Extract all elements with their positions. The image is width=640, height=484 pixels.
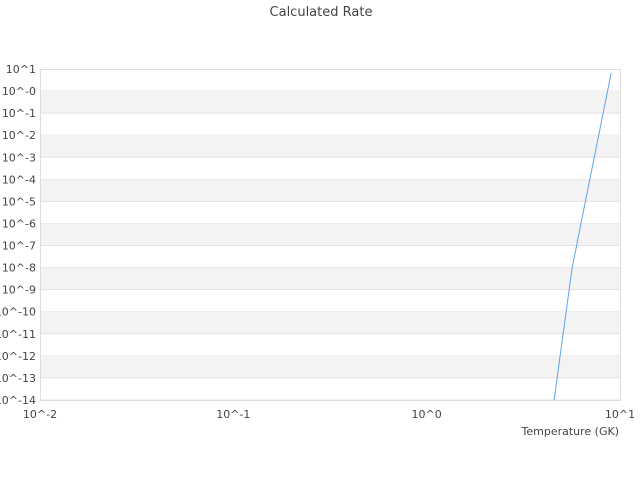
grid-band [40,355,620,378]
y-tick-label: 10^-4 [2,173,36,186]
x-tick-label: 10^-2 [23,408,57,421]
y-tick-label: 10^-13 [0,372,36,385]
y-tick-label: 10^-9 [2,284,36,297]
y-tick-label: 10^-2 [2,129,36,142]
grid-band [40,91,620,114]
grid-band [40,223,620,246]
y-tick-label: 10^-14 [0,394,36,407]
y-tick-label: 10^-3 [2,151,36,164]
series-line [553,72,612,401]
x-axis-label: Temperature (GK) [521,425,620,438]
y-tick-label: 10^-12 [0,350,36,363]
y-tick-label: 10^-6 [2,217,36,230]
y-tick-label: 10^-1 [2,107,36,120]
y-tick-label: 10^-11 [0,328,36,341]
x-tick-label: 10^-1 [216,408,250,421]
y-tick-label: 10^-0 [2,85,36,98]
grid-band [40,179,620,202]
y-tick-label: 10^-5 [2,195,36,208]
y-tick-label: 10^1 [6,63,36,76]
plot-frame [40,69,621,401]
y-tick-label: 10^-10 [0,306,36,319]
grid-band [40,311,620,334]
grid-band [40,135,620,158]
chart-title: Calculated Rate [270,5,373,20]
y-tick-label: 10^-8 [2,262,36,275]
grid-band [40,267,620,290]
x-tick-label: 10^0 [412,408,442,421]
y-tick-label: 10^-7 [2,240,36,253]
x-tick-label: 10^1 [605,408,635,421]
